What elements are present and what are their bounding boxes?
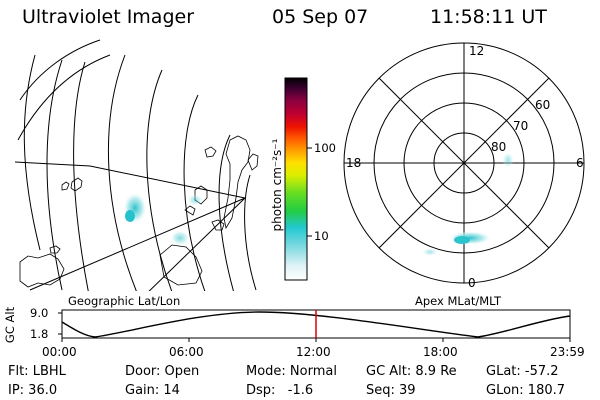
date-label: 05 Sep 07: [272, 6, 369, 28]
gc-alt-value: GC Alt: 8.9 Re: [366, 364, 457, 379]
altitude-ytick-9: 9.0: [30, 306, 49, 320]
mlat-label-80: 80: [491, 140, 507, 154]
polar-aurora: [422, 152, 514, 256]
instrument-title: Ultraviolet Imager: [22, 6, 195, 28]
mlt-label-6: 6: [576, 156, 584, 170]
time-tick-0000: 00:00: [42, 345, 77, 359]
colorbar-tick-10: 10: [314, 229, 329, 243]
seq-value: Seq: 39: [366, 383, 416, 398]
door-status: Door: Open: [125, 364, 200, 379]
time-tick-2359: 23:59: [550, 345, 585, 359]
mlt-label-18: 18: [346, 156, 362, 170]
mlt-label-12: 12: [469, 44, 485, 58]
geographic-map: [15, 39, 259, 291]
colorbar-tick-100: 100: [314, 141, 336, 155]
time-tick-1800: 18:00: [423, 345, 458, 359]
mlat-label-70: 70: [513, 119, 529, 133]
altitude-ytick-1-8: 1.8: [30, 327, 49, 341]
altitude-ylabel: GC Alt: [3, 306, 18, 344]
mlt-label-0: 0: [468, 276, 476, 290]
mlat-label-60: 60: [535, 98, 551, 112]
ip-value: IP: 36.0: [8, 383, 58, 398]
colorbar: [284, 77, 312, 281]
time-tick-0600: 06:00: [169, 345, 204, 359]
glon-value: GLon: 180.7: [486, 383, 566, 398]
time-label: 11:58:11 UT: [430, 6, 547, 28]
apex-caption: Apex MLat/MLT: [415, 294, 502, 308]
altitude-plot: [58, 309, 571, 342]
polar-grid: [343, 42, 585, 284]
geo-aurora: [123, 192, 203, 246]
colorbar-unit-label: photon cm⁻²s⁻¹: [270, 138, 284, 232]
filter-value: Flt: LBHL: [8, 364, 66, 379]
glat-value: GLat: -57.2: [486, 364, 559, 379]
mode-value: Mode: Normal: [246, 364, 337, 379]
time-tick-1200: 12:00: [296, 345, 331, 359]
gain-value: Gain: 14: [125, 383, 180, 398]
dsp-value: Dsp: -1.6: [246, 383, 314, 398]
geographic-caption: Geographic Lat/Lon: [68, 294, 181, 308]
